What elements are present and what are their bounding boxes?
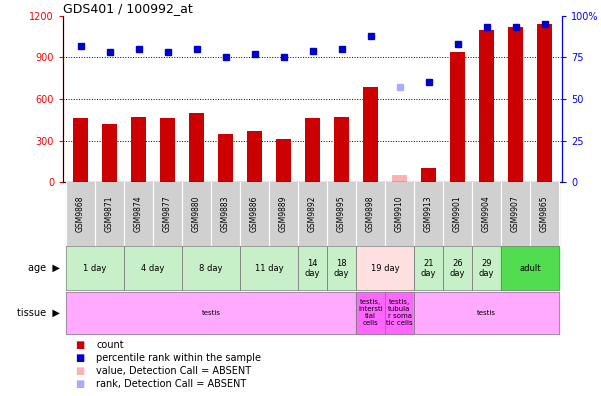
Text: GSM9913: GSM9913 [424, 196, 433, 232]
Bar [182, 182, 211, 246]
Bar [95, 182, 124, 246]
Bar [240, 246, 298, 290]
Text: ■: ■ [75, 366, 84, 376]
Bar [66, 182, 95, 246]
Bar [298, 182, 327, 246]
Text: GSM9871: GSM9871 [105, 196, 114, 232]
Text: GSM9901: GSM9901 [453, 196, 462, 232]
Bar [73, 118, 88, 182]
Bar [414, 246, 443, 290]
Text: 8 day: 8 day [200, 264, 223, 273]
Text: ■: ■ [75, 379, 84, 389]
Bar [363, 86, 378, 182]
Bar [182, 246, 240, 290]
Text: age  ▶: age ▶ [28, 263, 60, 273]
Text: ■: ■ [75, 339, 84, 350]
Text: GSM9874: GSM9874 [134, 196, 143, 232]
Bar [414, 182, 443, 246]
Bar [298, 246, 327, 290]
Text: adult: adult [519, 264, 541, 273]
Bar [218, 133, 233, 182]
Text: GSM9892: GSM9892 [308, 196, 317, 232]
Text: testis,
intersti
tial
cells: testis, intersti tial cells [358, 299, 383, 326]
Bar [472, 182, 501, 246]
Bar [414, 292, 559, 334]
Bar [334, 117, 349, 182]
Bar [385, 182, 414, 246]
Bar [501, 182, 530, 246]
Text: GSM9889: GSM9889 [279, 196, 288, 232]
Bar [131, 117, 146, 182]
Bar [240, 182, 269, 246]
Bar [508, 27, 523, 182]
Bar [102, 124, 117, 182]
Bar [443, 246, 472, 290]
Bar [211, 182, 240, 246]
Text: GSM9883: GSM9883 [221, 196, 230, 232]
Text: testis: testis [477, 310, 496, 316]
Bar [392, 175, 407, 182]
Bar [479, 30, 494, 182]
Bar [443, 182, 472, 246]
Text: 21
day: 21 day [421, 259, 436, 278]
Text: 11 day: 11 day [255, 264, 283, 273]
Text: 29
day: 29 day [479, 259, 494, 278]
Text: GSM9910: GSM9910 [395, 196, 404, 232]
Bar [472, 246, 501, 290]
Text: GSM9907: GSM9907 [511, 196, 520, 232]
Text: GSM9904: GSM9904 [482, 196, 491, 232]
Text: testis: testis [201, 310, 221, 316]
Bar [327, 246, 356, 290]
Bar [356, 292, 385, 334]
Bar [189, 113, 204, 182]
Text: GSM9895: GSM9895 [337, 196, 346, 232]
Text: 26
day: 26 day [450, 259, 465, 278]
Text: tissue  ▶: tissue ▶ [17, 308, 60, 318]
Text: ■: ■ [75, 352, 84, 363]
Text: GSM9880: GSM9880 [192, 196, 201, 232]
Bar [501, 246, 559, 290]
Text: GSM9898: GSM9898 [366, 196, 375, 232]
Bar [530, 182, 559, 246]
Bar [66, 246, 124, 290]
Text: percentile rank within the sample: percentile rank within the sample [96, 352, 261, 363]
Bar [537, 24, 552, 182]
Text: 19 day: 19 day [371, 264, 399, 273]
Text: count: count [96, 339, 124, 350]
Text: rank, Detection Call = ABSENT: rank, Detection Call = ABSENT [96, 379, 246, 389]
Text: 4 day: 4 day [141, 264, 165, 273]
Bar [153, 182, 182, 246]
Bar [276, 139, 291, 182]
Bar [356, 182, 385, 246]
Text: GSM9877: GSM9877 [163, 196, 172, 232]
Bar [247, 131, 262, 182]
Bar [450, 52, 465, 182]
Text: 1 day: 1 day [84, 264, 107, 273]
Bar [356, 246, 414, 290]
Text: 18
day: 18 day [334, 259, 349, 278]
Bar [66, 292, 356, 334]
Text: GSM9886: GSM9886 [250, 196, 259, 232]
Text: value, Detection Call = ABSENT: value, Detection Call = ABSENT [96, 366, 251, 376]
Text: GSM9865: GSM9865 [540, 196, 549, 232]
Text: 14
day: 14 day [305, 259, 320, 278]
Bar [305, 118, 320, 182]
Bar [160, 118, 175, 182]
Bar [124, 182, 153, 246]
Bar [385, 292, 414, 334]
Text: GDS401 / 100992_at: GDS401 / 100992_at [63, 2, 193, 15]
Bar [124, 246, 182, 290]
Bar [421, 168, 436, 182]
Bar [327, 182, 356, 246]
Text: GSM9868: GSM9868 [76, 196, 85, 232]
Text: testis,
tubula
r soma
tic cells: testis, tubula r soma tic cells [386, 299, 413, 326]
Bar [269, 182, 298, 246]
